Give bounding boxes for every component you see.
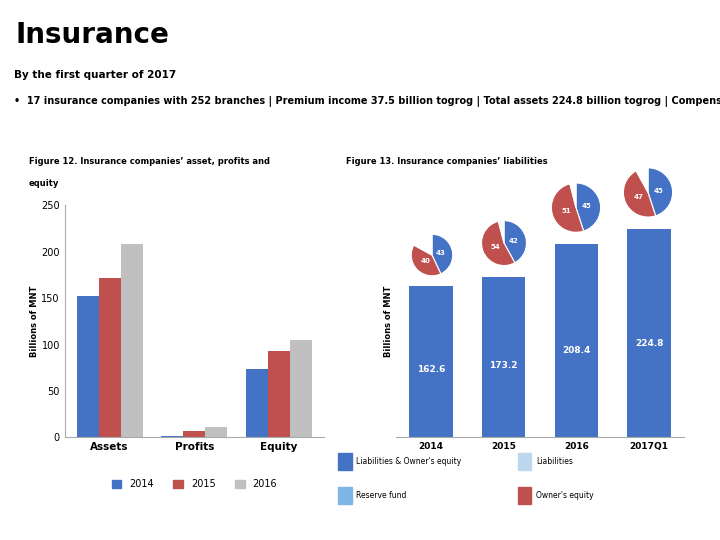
Text: Figure 13. Insurance companies’ liabilities: Figure 13. Insurance companies’ liabilit… — [346, 157, 547, 166]
Bar — [121, 244, 143, 437]
Text: 173.2: 173.2 — [490, 361, 518, 369]
Text: 43: 43 — [436, 250, 446, 256]
Text: 45: 45 — [653, 188, 663, 194]
Text: Insurance: Insurance — [16, 21, 170, 49]
Bar — [554, 244, 598, 437]
Text: 40: 40 — [420, 258, 431, 264]
Bar — [518, 453, 531, 470]
Text: 42: 42 — [508, 238, 518, 244]
Wedge shape — [482, 221, 515, 266]
Text: Reserve fund: Reserve fund — [356, 491, 407, 500]
Wedge shape — [432, 234, 453, 274]
Legend: 2014, 2015, 2016: 2014, 2015, 2016 — [108, 475, 281, 493]
Bar — [205, 427, 228, 437]
Bar — [290, 340, 312, 437]
Wedge shape — [636, 168, 648, 192]
Text: Liabilities: Liabilities — [536, 457, 573, 465]
Bar — [184, 431, 205, 437]
Bar — [627, 228, 671, 437]
Bar — [161, 436, 184, 437]
Wedge shape — [624, 171, 656, 217]
Wedge shape — [411, 245, 441, 276]
Bar — [482, 276, 526, 437]
Bar — [518, 487, 531, 504]
Wedge shape — [504, 220, 526, 263]
Wedge shape — [576, 183, 600, 231]
Text: 45: 45 — [581, 203, 591, 209]
Text: 47: 47 — [634, 193, 644, 200]
Bar — [338, 487, 351, 504]
Text: 15: 15 — [675, 517, 693, 530]
Wedge shape — [552, 184, 584, 232]
Text: •  17 insurance companies with 252 branches | Premium income 37.5 billion togrog: • 17 insurance companies with 252 branch… — [14, 96, 720, 107]
Y-axis label: Billions of MNT: Billions of MNT — [384, 286, 393, 357]
Bar — [99, 278, 121, 437]
Text: Owner's equity: Owner's equity — [536, 491, 594, 500]
Wedge shape — [648, 168, 672, 216]
Text: equity: equity — [29, 179, 59, 188]
Bar — [76, 296, 99, 437]
Bar — [246, 369, 268, 437]
Text: 51: 51 — [562, 207, 571, 213]
Wedge shape — [570, 183, 576, 208]
Bar — [409, 286, 453, 437]
Bar — [338, 453, 351, 470]
Wedge shape — [498, 220, 504, 243]
Text: 208.4: 208.4 — [562, 346, 590, 355]
Y-axis label: Billions of MNT: Billions of MNT — [30, 286, 39, 357]
Text: 54: 54 — [490, 244, 500, 249]
Text: 162.6: 162.6 — [417, 365, 445, 374]
Text: By the first quarter of 2017: By the first quarter of 2017 — [14, 70, 176, 80]
Text: 224.8: 224.8 — [635, 339, 663, 348]
Bar — [268, 351, 290, 437]
Wedge shape — [414, 234, 432, 255]
Text: Liabilities & Owner's equity: Liabilities & Owner's equity — [356, 457, 462, 465]
Text: Figure 12. Insurance companies’ asset, profits and: Figure 12. Insurance companies’ asset, p… — [29, 157, 270, 166]
